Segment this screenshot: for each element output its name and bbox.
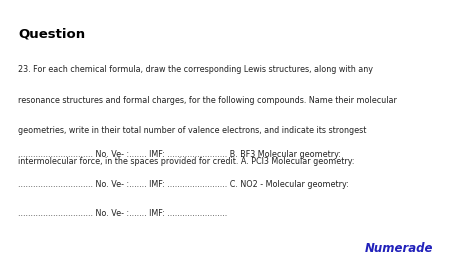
Text: .............................. No. Ve- :....... IMF: ........................ C.: .............................. No. Ve- :… xyxy=(18,180,349,189)
Text: 23. For each chemical formula, draw the corresponding Lewis structures, along wi: 23. For each chemical formula, draw the … xyxy=(18,65,373,74)
Text: Numerade: Numerade xyxy=(365,242,434,255)
Text: Question: Question xyxy=(18,28,85,41)
Text: .............................. No. Ve- :....... IMF: ........................: .............................. No. Ve- :… xyxy=(18,209,227,218)
Text: geometries, write in their total number of valence electrons, and indicate its s: geometries, write in their total number … xyxy=(18,126,366,135)
Text: .............................. No. Ve- :....... IMF: ........................ B.: .............................. No. Ve- :… xyxy=(18,150,341,159)
Text: resonance structures and formal charges, for the following compounds. Name their: resonance structures and formal charges,… xyxy=(18,96,397,105)
Text: intermolecular force, in the spaces provided for credit. A. PCl3 Molecular geome: intermolecular force, in the spaces prov… xyxy=(18,157,355,166)
